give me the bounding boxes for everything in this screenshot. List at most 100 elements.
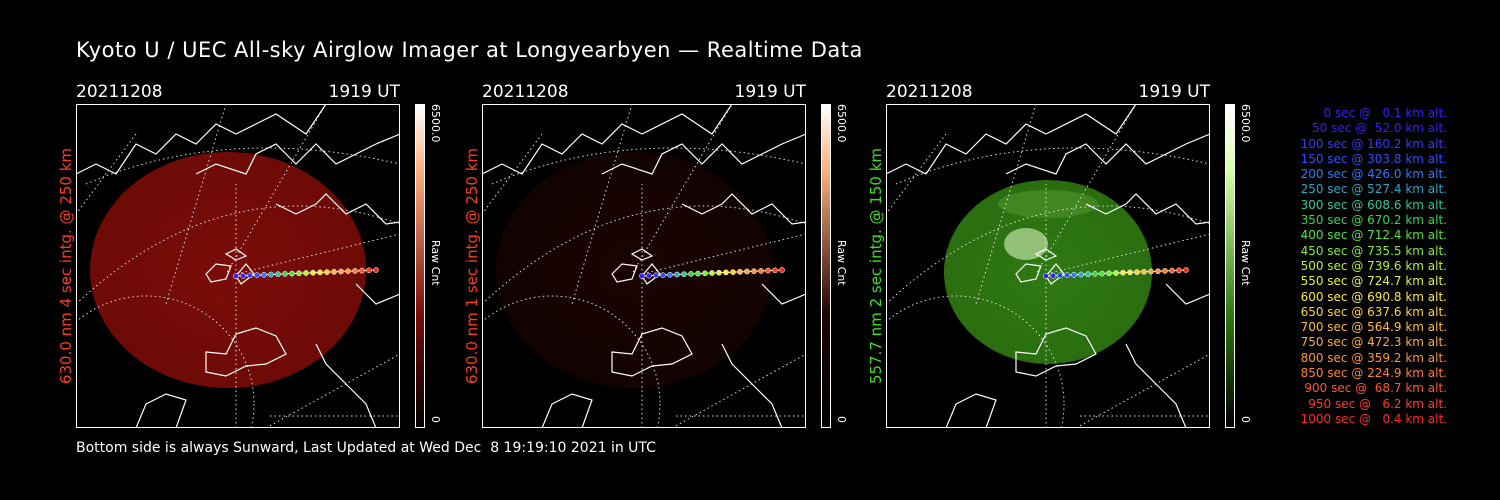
trajectory-point bbox=[317, 269, 323, 276]
panel-1-date: 20211208 bbox=[76, 82, 163, 102]
legend-entry: 100 sec @ 160.2 km alt. bbox=[1300, 136, 1447, 151]
legend-entry: 350 sec @ 670.2 km alt. bbox=[1300, 213, 1447, 228]
panel-2-time: 1919 UT bbox=[734, 82, 807, 102]
trajectory-point bbox=[1155, 268, 1161, 275]
trajectory-point bbox=[310, 269, 316, 276]
legend-entry: 800 sec @ 359.2 km alt. bbox=[1300, 350, 1447, 365]
legend-entry: 150 sec @ 303.8 km alt. bbox=[1300, 151, 1447, 166]
trajectory-point bbox=[1085, 271, 1091, 278]
trajectory-legend: 0 sec @ 0.1 km alt. 50 sec @ 52.0 km alt.… bbox=[1262, 106, 1447, 427]
panel-3-date: 20211208 bbox=[886, 82, 973, 102]
trajectory-point bbox=[247, 272, 253, 279]
trajectory-point bbox=[352, 268, 358, 274]
legend-entry: 450 sec @ 735.5 km alt. bbox=[1300, 243, 1447, 258]
trajectory-point bbox=[1064, 272, 1070, 278]
trajectory-point bbox=[1050, 272, 1056, 279]
legend-entry: 600 sec @ 690.8 km alt. bbox=[1300, 289, 1447, 304]
legend-entry: 400 sec @ 712.4 km alt. bbox=[1300, 228, 1447, 243]
trajectory-point bbox=[1120, 269, 1126, 276]
trajectory-point bbox=[1148, 268, 1154, 275]
trajectory-point bbox=[296, 270, 302, 277]
legend-entry: 550 sec @ 724.7 km alt. bbox=[1300, 274, 1447, 289]
trajectory-point bbox=[1113, 270, 1119, 276]
trajectory-point bbox=[758, 268, 764, 274]
legend-entry: 300 sec @ 608.6 km alt. bbox=[1300, 197, 1447, 212]
panel-2-date: 20211208 bbox=[482, 82, 569, 102]
trajectory-point bbox=[772, 267, 778, 274]
trajectory-point bbox=[1043, 273, 1049, 279]
panel-1-colorbar bbox=[415, 104, 425, 428]
trajectory-point bbox=[779, 267, 785, 273]
trajectory-point bbox=[702, 270, 708, 277]
page-title: Kyoto U / UEC All-sky Airglow Imager at … bbox=[76, 38, 863, 62]
trajectory-point bbox=[737, 268, 743, 275]
trajectory-point bbox=[1106, 270, 1112, 277]
panel-2-colorbar-min: 0 bbox=[835, 416, 848, 423]
legend-entry: 200 sec @ 426.0 km alt. bbox=[1300, 167, 1447, 182]
footer-status: Bottom side is always Sunward, Last Upda… bbox=[76, 440, 656, 456]
trajectory-point bbox=[289, 270, 295, 277]
trajectory-point bbox=[1092, 271, 1098, 277]
panel-2-colorbar-max: 6500.0 bbox=[835, 104, 848, 143]
trajectory-point bbox=[1078, 271, 1084, 278]
trajectory-point bbox=[373, 267, 379, 273]
legend-entry: 0 sec @ 0.1 km alt. bbox=[1323, 106, 1448, 120]
trajectory-point bbox=[660, 272, 666, 278]
panel-3-colorbar-max: 6500.0 bbox=[1239, 104, 1252, 143]
sky-image bbox=[496, 152, 772, 388]
trajectory-point bbox=[723, 269, 729, 276]
trajectory-point bbox=[765, 267, 771, 274]
legend-entry: 950 sec @ 6.2 km alt. bbox=[1308, 396, 1447, 411]
sky-image bbox=[944, 180, 1152, 364]
trajectory-point bbox=[716, 269, 722, 276]
panel-1-ylabel: 630.0 nm 4 sec intg. @ 250 km bbox=[57, 147, 75, 385]
trajectory-point bbox=[1127, 269, 1133, 276]
trajectory-point bbox=[275, 271, 281, 278]
panel-1-image bbox=[76, 104, 400, 428]
legend-entry: 1000 sec @ 0.4 km alt. bbox=[1300, 411, 1447, 426]
trajectory-point bbox=[1183, 267, 1189, 273]
panel-2-ylabel: 630.0 nm 1 sec intg. @ 250 km bbox=[463, 147, 481, 385]
panel-1-time: 1919 UT bbox=[328, 82, 401, 102]
trajectory-point bbox=[674, 271, 680, 278]
trajectory-point bbox=[639, 273, 645, 279]
trajectory-point bbox=[282, 271, 288, 277]
panel-1-colorbar-max: 6500.0 bbox=[429, 104, 442, 143]
trajectory-point bbox=[331, 268, 337, 275]
trajectory-point bbox=[667, 271, 673, 278]
trajectory-point bbox=[233, 273, 239, 279]
trajectory-point bbox=[1176, 267, 1182, 274]
trajectory-point bbox=[695, 270, 701, 277]
panel-2-colorbar-label: Raw Cnt bbox=[835, 240, 848, 286]
panel-3-time: 1919 UT bbox=[1138, 82, 1211, 102]
trajectory-point bbox=[681, 271, 687, 278]
trajectory-point bbox=[730, 269, 736, 275]
trajectory-point bbox=[744, 268, 750, 275]
trajectory-point bbox=[240, 272, 246, 279]
trajectory-point bbox=[359, 267, 365, 274]
trajectory-point bbox=[254, 272, 260, 278]
panel-3-colorbar-min: 0 bbox=[1239, 416, 1252, 423]
trajectory-point bbox=[1141, 268, 1147, 275]
legend-entry: 850 sec @ 224.9 km alt. bbox=[1300, 366, 1447, 381]
trajectory-point bbox=[303, 270, 309, 276]
trajectory-point bbox=[366, 267, 372, 274]
panel-2-colorbar bbox=[821, 104, 831, 428]
trajectory-point bbox=[345, 268, 351, 275]
sky-image bbox=[90, 152, 366, 388]
trajectory-point bbox=[324, 269, 330, 275]
trajectory-point bbox=[688, 271, 694, 277]
legend-entry: 650 sec @ 637.6 km alt. bbox=[1300, 304, 1447, 319]
trajectory-point bbox=[1057, 272, 1063, 279]
trajectory-point bbox=[1134, 269, 1140, 275]
trajectory-point bbox=[338, 268, 344, 275]
legend-entry: 500 sec @ 739.6 km alt. bbox=[1300, 258, 1447, 273]
trajectory-point bbox=[653, 272, 659, 279]
trajectory-point bbox=[1162, 268, 1168, 274]
panel-3-colorbar bbox=[1225, 104, 1235, 428]
panel-3-image bbox=[886, 104, 1210, 428]
panel-3-ylabel: 557.7 nm 2 sec intg. @ 150 km bbox=[867, 147, 885, 385]
legend-entry: 900 sec @ 68.7 km alt. bbox=[1304, 381, 1447, 396]
trajectory-point bbox=[1169, 267, 1175, 274]
trajectory-point bbox=[261, 271, 267, 278]
